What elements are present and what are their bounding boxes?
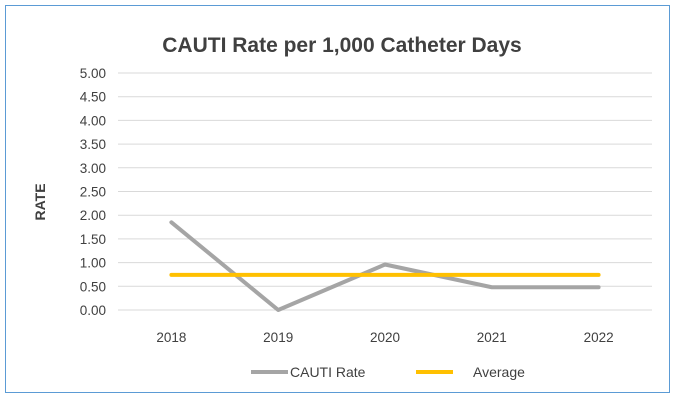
x-tick-label: 2019 xyxy=(263,330,293,345)
x-tick-label: 2018 xyxy=(156,330,186,345)
y-axis-label: RATE xyxy=(32,183,48,220)
legend-label: CAUTI Rate xyxy=(290,364,366,380)
series-lines xyxy=(171,222,598,310)
y-tick-label: 2.00 xyxy=(80,208,106,223)
x-tick-label: 2021 xyxy=(477,330,507,345)
legend-label: Average xyxy=(473,364,525,380)
y-tick-label: 1.00 xyxy=(80,256,106,271)
x-axis-ticks: 2018 2019 2020 2021 2022 xyxy=(156,330,613,345)
series-line-cauti-rate xyxy=(171,222,598,310)
y-tick-label: 4.50 xyxy=(80,90,106,105)
x-tick-label: 2020 xyxy=(370,330,400,345)
y-tick-label: 3.00 xyxy=(80,161,106,176)
y-tick-label: 0.50 xyxy=(80,279,106,294)
chart-frame: CAUTI Rate per 1,000 Catheter Days RATE … xyxy=(5,5,670,393)
y-tick-label: 2.50 xyxy=(80,185,106,200)
y-tick-label: 1.50 xyxy=(80,232,106,247)
chart-title: CAUTI Rate per 1,000 Catheter Days xyxy=(162,34,521,57)
y-tick-label: 4.00 xyxy=(80,113,106,128)
y-tick-label: 5.00 xyxy=(80,66,106,81)
line-chart: CAUTI Rate per 1,000 Catheter Days RATE … xyxy=(6,6,677,407)
x-tick-label: 2022 xyxy=(584,330,614,345)
legend: CAUTI Rate Average xyxy=(251,364,525,380)
y-axis-ticks: 0.00 0.50 1.00 1.50 2.00 2.50 3.00 3.50 4.00 4.50… xyxy=(80,66,106,318)
y-tick-label: 0.00 xyxy=(80,303,106,318)
y-tick-label: 3.50 xyxy=(80,137,106,152)
